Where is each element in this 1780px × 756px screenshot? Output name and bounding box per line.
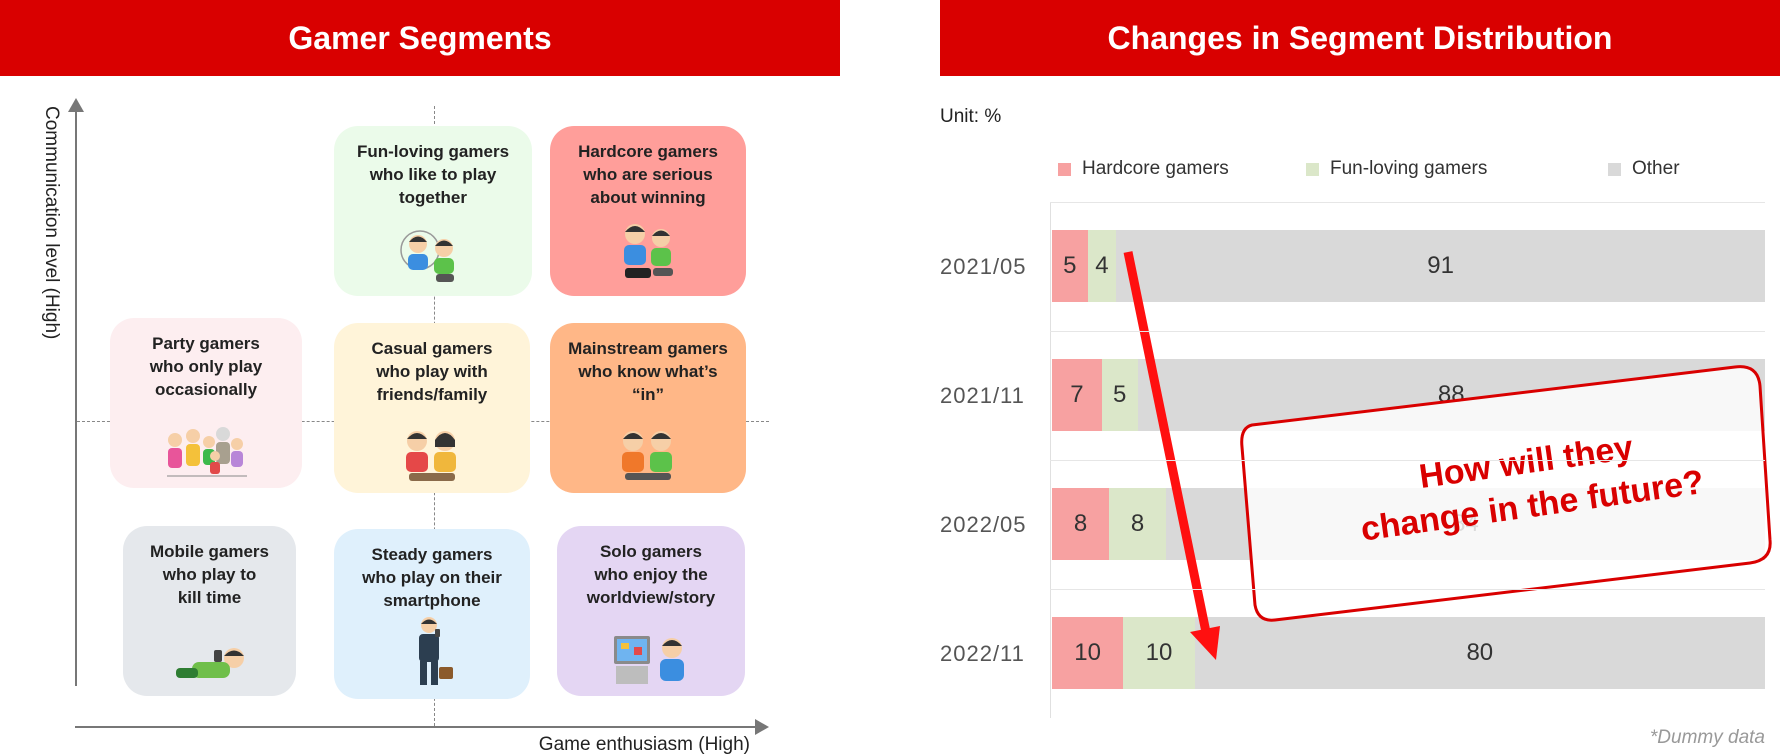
y-axis-label: Communication level (High) [41, 106, 62, 340]
bar-segment: 4 [1087, 230, 1117, 302]
family-group-icon [167, 427, 247, 477]
segment-mainstream: Mainstream gamers who know what’s “in” [550, 323, 746, 493]
bar-segment: 5 [1052, 230, 1088, 302]
segment-casual: Casual gamers who play with friends/fami… [334, 323, 530, 493]
bar-value-label: 8 [1130, 510, 1145, 537]
row-separator [1050, 589, 1765, 590]
y-axis-line [75, 106, 77, 686]
segment-label: Party gamers who only play occasionally [149, 334, 263, 399]
legend-fun-loving: Fun-loving gamers [1306, 158, 1487, 180]
businessman-phone-icon [419, 617, 453, 685]
callout-box [1240, 365, 1772, 622]
bar-segment: 10 [1052, 617, 1124, 689]
bar-segment: 91 [1116, 230, 1765, 302]
legend-swatch [1058, 162, 1071, 176]
bar-value-label: 10 [1074, 639, 1101, 666]
bar-value-label: 5 [1063, 252, 1077, 279]
segment-party: Party gamers who only play occasionally [110, 318, 302, 488]
trend-arrow-icon [1123, 251, 1212, 638]
bar-value-label: 4 [1095, 252, 1109, 279]
plot-top-border [1050, 202, 1765, 203]
segment-quadrant: Game enthusiasm (High) Communication lev… [0, 76, 840, 755]
row-separator [1050, 460, 1765, 461]
lying-person-phone-icon [175, 648, 244, 678]
x-axis-line [75, 726, 755, 728]
bar-value-label: 91 [1427, 252, 1454, 279]
two-kids-competing-icon [624, 224, 673, 278]
segment-hardcore: Hardcore gamers who are serious about wi… [550, 126, 746, 296]
legend-label: Hardcore gamers [1082, 158, 1229, 179]
segment-label: Fun-loving gamers who like to play toget… [356, 142, 510, 207]
bar-value-label: 10 [1145, 639, 1173, 666]
category-label: 2022/05 [940, 512, 1027, 537]
category-label: 2021/11 [940, 383, 1025, 408]
kid-with-tv-icon [614, 636, 684, 684]
segment-label: Casual gamers who play with friends/fami… [371, 339, 493, 404]
bar-segment: 80 [1194, 617, 1765, 689]
legend-label: Other [1632, 158, 1680, 179]
category-label: 2021/05 [940, 254, 1027, 279]
bar-segment: 8 [1109, 488, 1167, 560]
two-kids-casual-icon [406, 431, 456, 481]
dummy-data-note: *Dummy data [1649, 727, 1765, 748]
y-axis-arrow-icon [68, 98, 84, 112]
segment-label: Solo gamers who enjoy the worldview/stor… [586, 542, 716, 607]
segment-label: Mobile gamers who play to kill time [149, 542, 270, 607]
segment-steady: Steady gamers who play on their smartpho… [334, 529, 530, 699]
legend-swatch [1608, 162, 1621, 176]
bar-value-label: 8 [1073, 510, 1088, 537]
segment-solo: Solo gamers who enjoy the worldview/stor… [557, 526, 745, 696]
segment-label: Hardcore gamers who are serious about wi… [578, 142, 718, 207]
x-axis-arrow-icon [755, 719, 769, 735]
left-panel-title: Gamer Segments [0, 0, 840, 76]
two-kids-mainstream-icon [622, 431, 672, 480]
bar-segment: 7 [1052, 359, 1102, 431]
category-label: 2022/11 [940, 641, 1025, 666]
segment-mobile: Mobile gamers who play to kill time [123, 526, 296, 696]
two-kids-playing-icon [400, 230, 454, 282]
segment-label: Steady gamers who play on their smartpho… [362, 545, 502, 610]
x-axis-label: Game enthusiasm (High) [538, 734, 750, 755]
segment-label: Mainstream gamers who know what’s “in” [568, 339, 728, 404]
legend-label: Fun-loving gamers [1330, 158, 1488, 179]
row-separator [1050, 331, 1765, 332]
bar-segment: 10 [1123, 617, 1195, 689]
bar-value-label: 80 [1466, 639, 1494, 666]
bar-value-label: 5 [1113, 381, 1127, 408]
legend-swatch [1306, 162, 1319, 176]
right-panel-title: Changes in Segment Distribution [940, 0, 1780, 76]
bar-segment: 5 [1101, 359, 1138, 431]
trend-arrow-head-icon [1190, 626, 1220, 660]
bar-value-label: 7 [1070, 381, 1084, 408]
legend-hardcore: Hardcore gamers [1058, 158, 1229, 180]
legend-other: Other [1608, 158, 1680, 180]
unit-label: Unit: % [940, 106, 1002, 127]
segment-fun-loving: Fun-loving gamers who like to play toget… [334, 126, 532, 296]
bar-segment: 8 [1052, 488, 1110, 560]
